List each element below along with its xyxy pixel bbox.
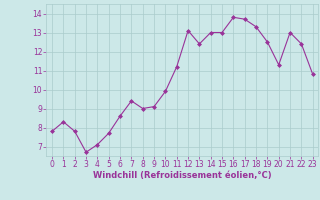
X-axis label: Windchill (Refroidissement éolien,°C): Windchill (Refroidissement éolien,°C): [93, 171, 272, 180]
